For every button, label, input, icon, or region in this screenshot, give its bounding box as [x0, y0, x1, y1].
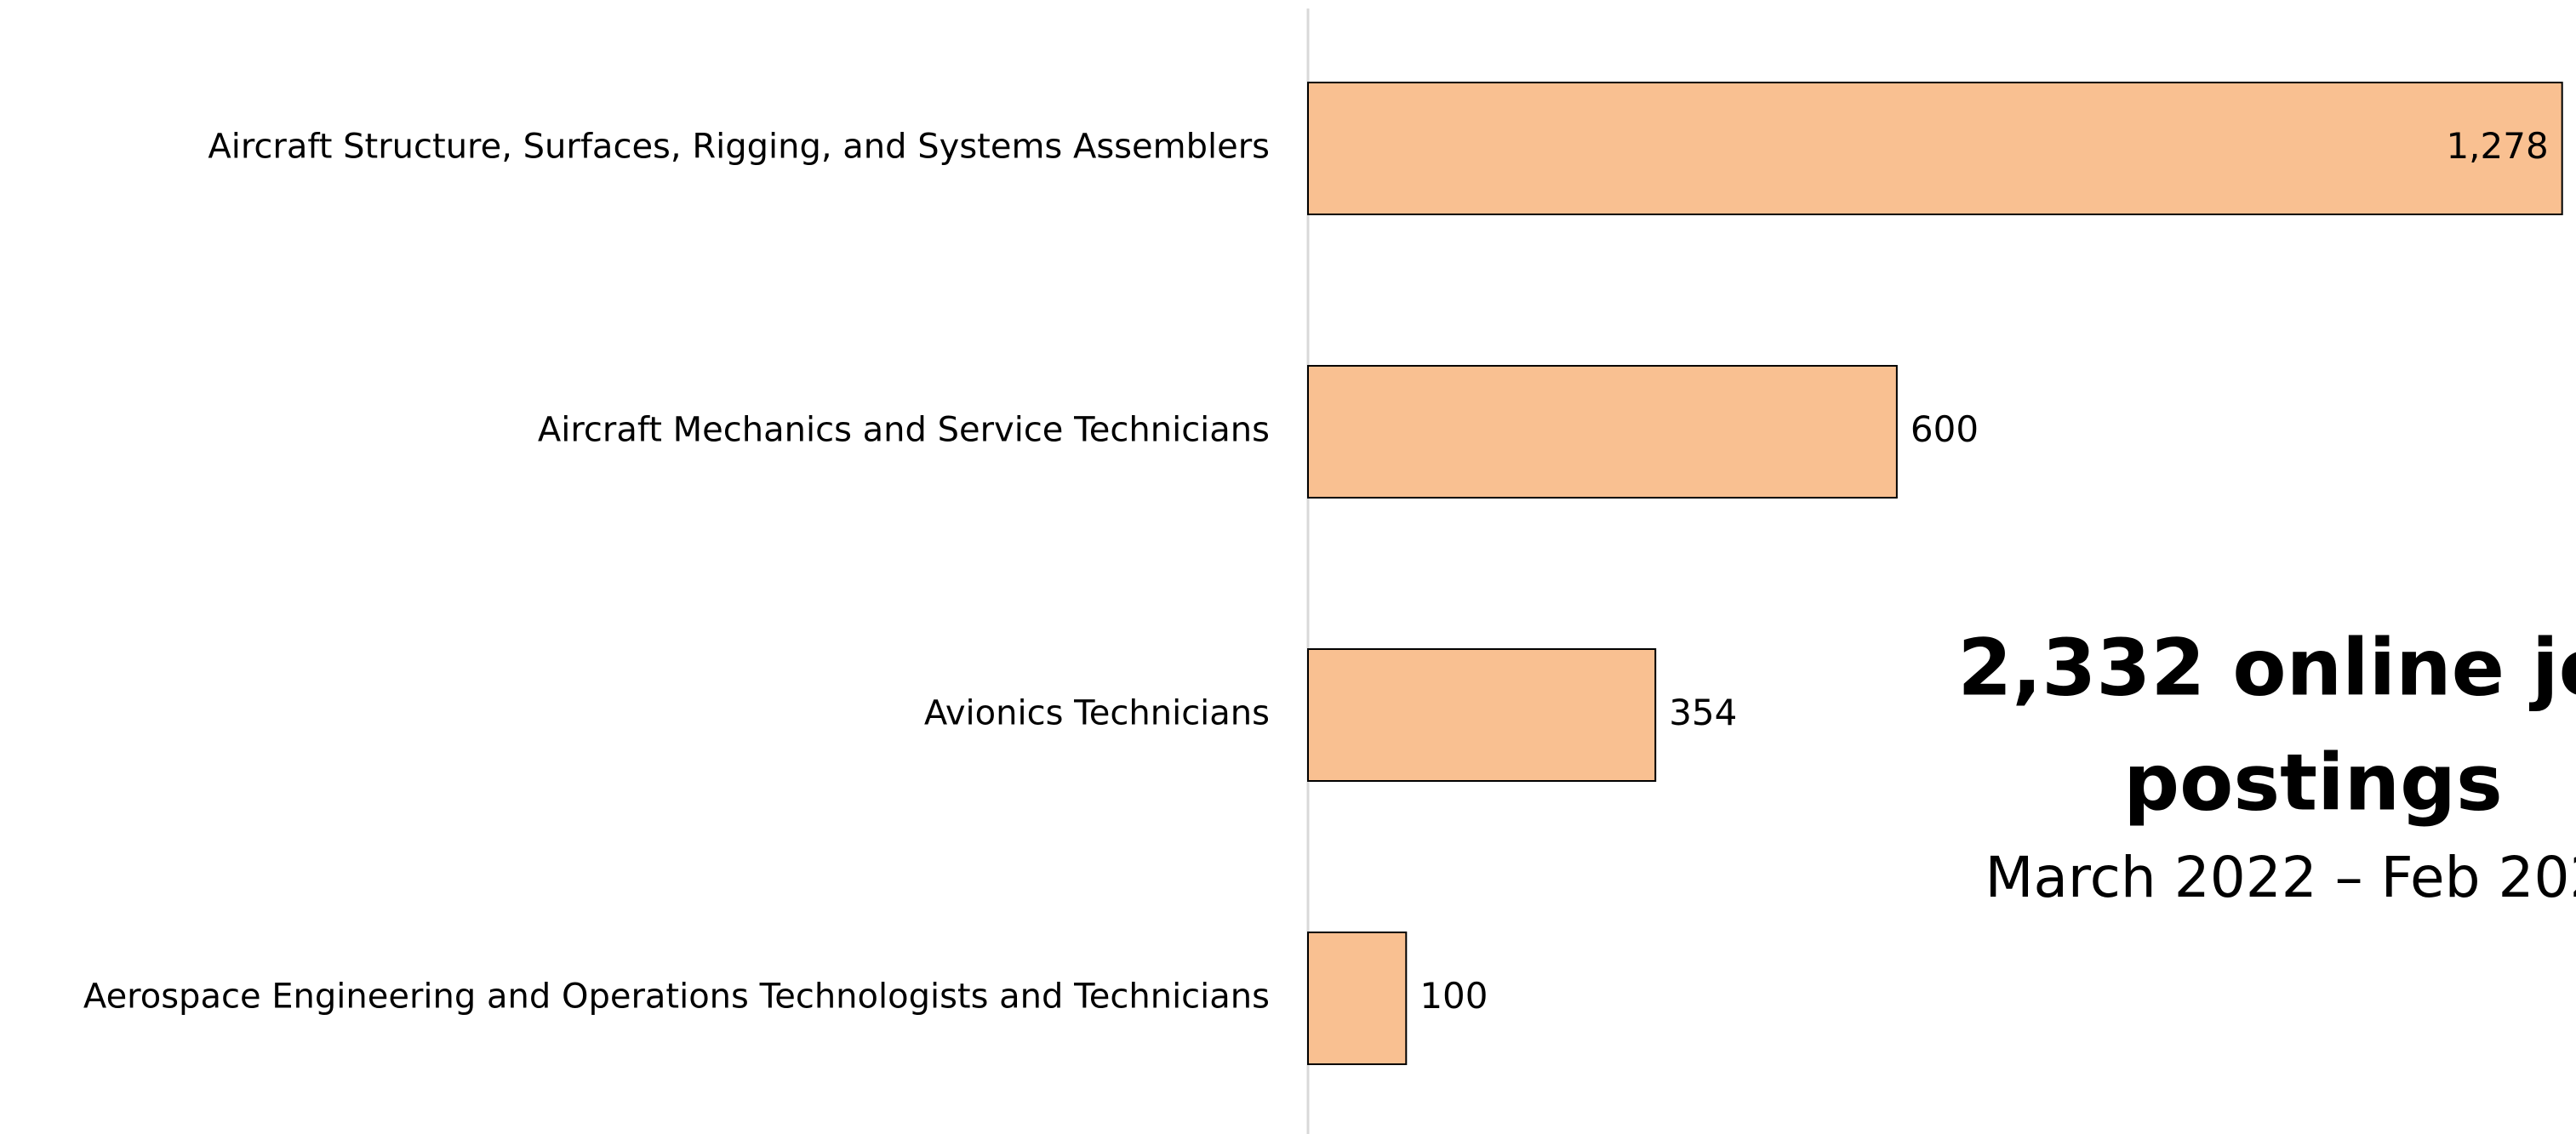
annotation-line: postings: [2123, 737, 2502, 828]
value-label: 1,278: [2446, 125, 2548, 167]
value-label: 600: [1911, 408, 1979, 450]
bar: [1307, 648, 1657, 782]
value-label: 354: [1669, 692, 1737, 733]
bar: [1307, 365, 1898, 499]
value-label: 100: [1419, 975, 1488, 1017]
bar: [1307, 82, 2563, 215]
category-label: Avionics Technicians: [924, 694, 1270, 733]
annotation-subtitle: March 2022 – Feb 2023: [1985, 845, 2576, 910]
category-label: Aircraft Mechanics and Service Technicia…: [538, 411, 1270, 450]
category-label: Aerospace Engineering and Operations Tec…: [83, 977, 1270, 1017]
category-label: Aircraft Structure, Surfaces, Rigging, a…: [208, 128, 1270, 167]
annotation-line: 2,332 online job: [1957, 622, 2576, 713]
bar: [1307, 932, 1408, 1065]
